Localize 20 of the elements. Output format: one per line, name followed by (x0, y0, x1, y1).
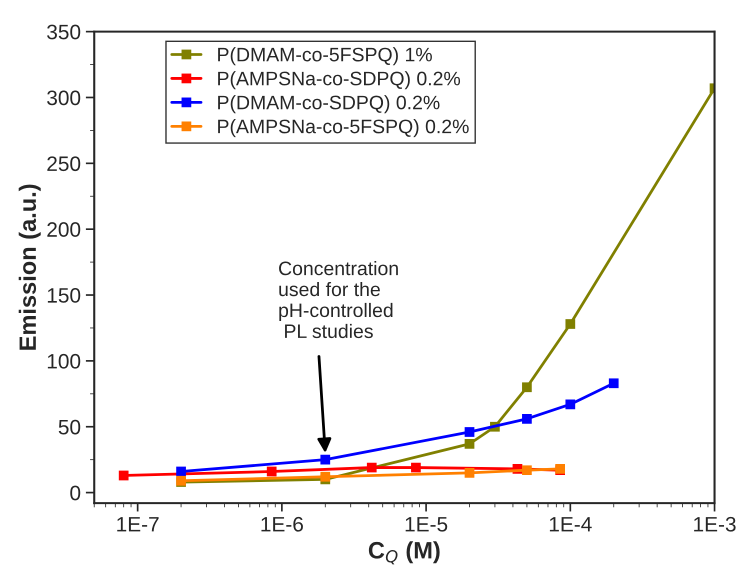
y-tick-label: 50 (58, 420, 80, 434)
x-axis-title: C$_{Q}$ (M) (368, 541, 440, 564)
y-tick-label: 0 (70, 486, 80, 500)
y-tick-label: 150 (48, 288, 80, 303)
x-tick-label: 1E-4 (550, 517, 592, 532)
legend-label: P(DMAM-co-5FSPQ) 1% (218, 47, 432, 66)
legend-label: P(DMAM-co-SDPQ) 0.2% (218, 95, 440, 114)
legend-label: P(AMPSNa-co-SDPQ) 0.2% (218, 71, 460, 90)
x-tick-label: 1E-6 (261, 516, 303, 532)
x-tick-label: 1E-5 (406, 517, 448, 532)
legend-label: P(AMPSNa-co-5FSPQ) 0.2% (218, 119, 469, 138)
y-axis-title: Emission (a.u.) (18, 184, 41, 350)
annotation: Concentration used for the pH-controlled PL studies (279, 261, 398, 338)
y-tick-label: 300 (47, 90, 80, 106)
y-tick-label: 250 (47, 156, 80, 172)
y-tick-label: 100 (48, 354, 80, 369)
y-tick-label: 350 (47, 24, 80, 40)
x-tick-label: 1E-7 (117, 517, 159, 532)
y-tick-label: 200 (47, 222, 80, 237)
x-tick-label: 1E-3 (694, 516, 736, 532)
